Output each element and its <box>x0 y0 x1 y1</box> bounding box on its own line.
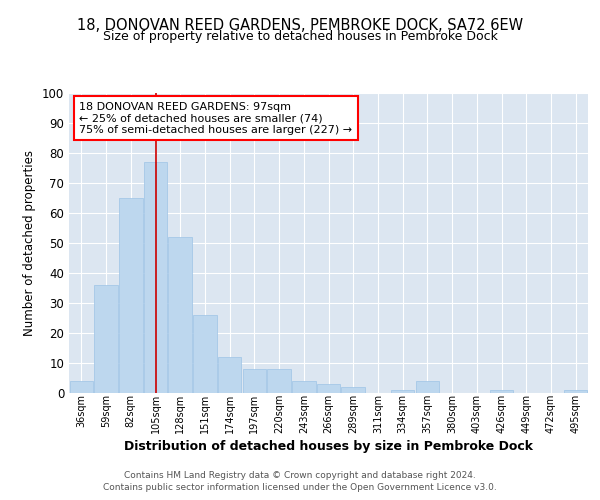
Bar <box>119 198 143 392</box>
Text: Contains public sector information licensed under the Open Government Licence v3: Contains public sector information licen… <box>103 482 497 492</box>
Bar <box>416 380 439 392</box>
Bar <box>193 314 217 392</box>
Bar <box>292 380 316 392</box>
Bar <box>341 386 365 392</box>
Bar <box>564 390 587 392</box>
X-axis label: Distribution of detached houses by size in Pembroke Dock: Distribution of detached houses by size … <box>124 440 533 453</box>
Text: Size of property relative to detached houses in Pembroke Dock: Size of property relative to detached ho… <box>103 30 497 43</box>
Text: Contains HM Land Registry data © Crown copyright and database right 2024.: Contains HM Land Registry data © Crown c… <box>124 471 476 480</box>
Bar <box>268 368 291 392</box>
Bar <box>242 368 266 392</box>
Text: 18, DONOVAN REED GARDENS, PEMBROKE DOCK, SA72 6EW: 18, DONOVAN REED GARDENS, PEMBROKE DOCK,… <box>77 18 523 32</box>
Bar <box>169 236 192 392</box>
Bar <box>490 390 513 392</box>
Bar <box>218 356 241 392</box>
Bar <box>70 380 93 392</box>
Y-axis label: Number of detached properties: Number of detached properties <box>23 150 37 336</box>
Text: 18 DONOVAN REED GARDENS: 97sqm
← 25% of detached houses are smaller (74)
75% of : 18 DONOVAN REED GARDENS: 97sqm ← 25% of … <box>79 102 353 134</box>
Bar <box>317 384 340 392</box>
Bar <box>391 390 415 392</box>
Bar <box>94 284 118 393</box>
Bar <box>144 162 167 392</box>
